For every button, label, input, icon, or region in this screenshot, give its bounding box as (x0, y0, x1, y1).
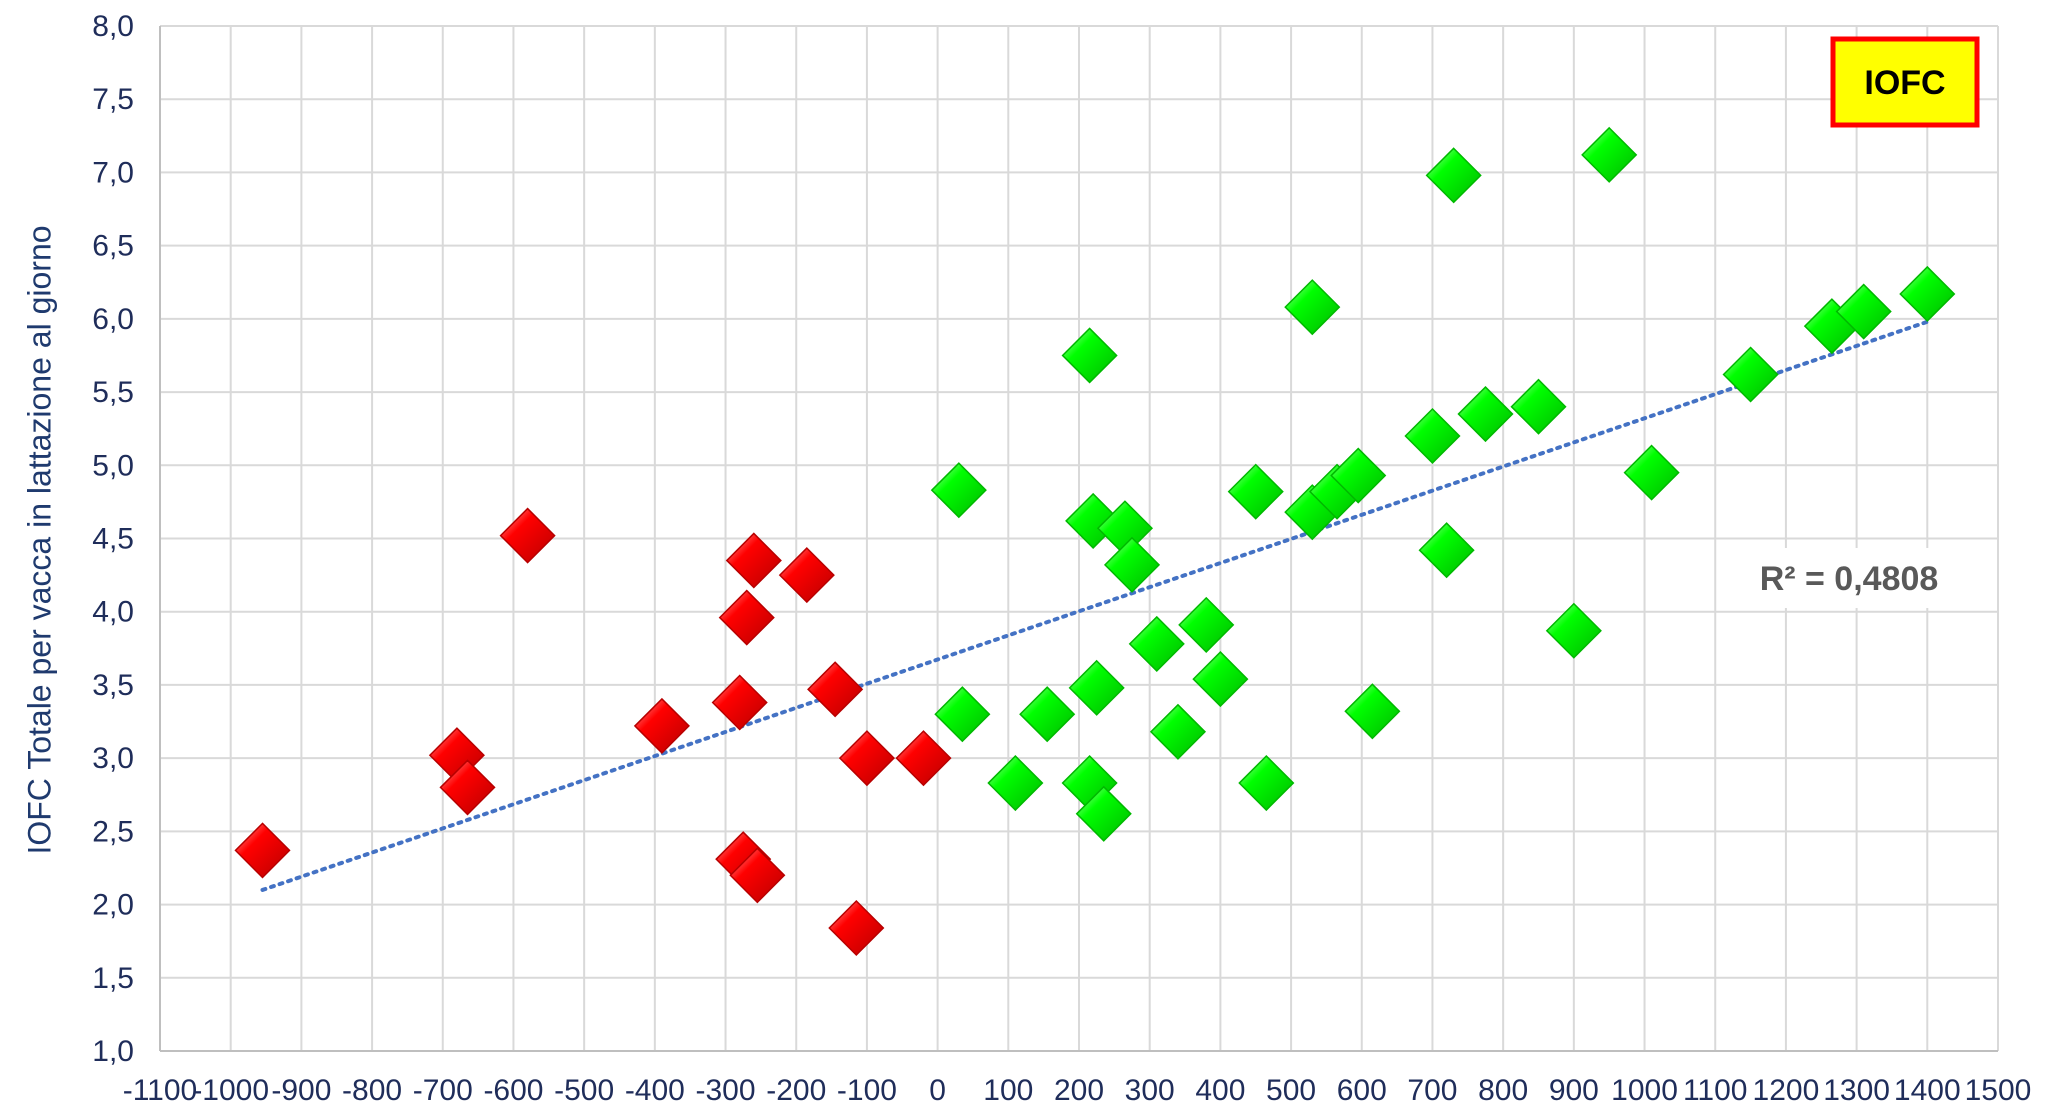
data-point-green (1835, 283, 1892, 340)
data-point-red (729, 847, 786, 904)
data-point-red (234, 822, 291, 879)
y-tick-label: 2,5 (92, 815, 134, 848)
x-tick-label: 1500 (1965, 1074, 2032, 1107)
x-tick-label: -600 (483, 1074, 543, 1107)
x-tick-label: 1400 (1894, 1074, 1961, 1107)
data-point-green (1065, 492, 1122, 549)
x-tick-label: 1100 (1683, 1074, 1748, 1107)
x-tick-label: 500 (1266, 1074, 1316, 1107)
data-point-green (1103, 536, 1161, 593)
data-point-green (1128, 615, 1185, 672)
data-point-red (718, 589, 775, 646)
x-tick-label: -900 (271, 1074, 331, 1107)
trendline-layer (260, 319, 1930, 892)
y-axis-label: IOFC Totale per vacca in lattazione al g… (21, 225, 57, 854)
data-point-red (725, 532, 782, 589)
iofc-badge-box (1830, 36, 1980, 128)
data-point-red (439, 759, 496, 816)
x-tick-label: 1000 (1611, 1074, 1678, 1107)
y-tick-label: 8,0 (92, 10, 134, 43)
y-tick-label: 7,0 (92, 156, 134, 189)
data-point-green (1238, 754, 1295, 812)
x-tick-label: -800 (342, 1074, 402, 1107)
x-tick-label: -1100 (123, 1074, 198, 1107)
grid-lines (160, 25, 1999, 1051)
data-point-red (807, 661, 864, 718)
y-tick-label: 5,0 (92, 449, 134, 482)
x-tick-label: 700 (1407, 1074, 1457, 1107)
data-point-green (1344, 683, 1401, 740)
data-point-green (1899, 265, 1956, 323)
y-tick-label: 6,0 (92, 303, 134, 336)
data-point-green (1330, 447, 1387, 504)
data-point-green (1075, 785, 1132, 842)
data-point-red (895, 730, 952, 787)
y-tick-label: 7,5 (92, 83, 134, 116)
x-tick-label: -100 (837, 1074, 897, 1107)
y-tick-label: 1,5 (92, 962, 134, 995)
x-tick-label: 1200 (1753, 1074, 1820, 1107)
x-tick-label: -200 (766, 1074, 826, 1107)
x-tick-label: -400 (625, 1074, 685, 1107)
data-point-green (1623, 444, 1680, 501)
data-point-green (1149, 703, 1207, 760)
data-point-red (711, 674, 768, 731)
x-tick-label: 0 (929, 1074, 946, 1107)
data-point-red (499, 507, 556, 564)
axes (159, 26, 1998, 1052)
trendline (260, 319, 1930, 892)
y-tick-label: 3,5 (92, 669, 134, 702)
data-point-green (1404, 407, 1461, 465)
data-point-green (1061, 327, 1118, 384)
x-tick-label: 100 (983, 1074, 1033, 1107)
data-point-red (838, 730, 895, 787)
data-point-green (1510, 378, 1567, 435)
data-point-green (1722, 346, 1779, 403)
data-point-green (1019, 686, 1076, 743)
y-tick-label: 6,5 (92, 230, 134, 263)
data-points (234, 126, 1956, 957)
data-point-green (934, 686, 991, 743)
data-point-red (828, 899, 885, 957)
data-point-red (633, 697, 690, 754)
x-tick-label: 400 (1195, 1074, 1245, 1107)
iofc-badge: IOFC (1830, 36, 1980, 128)
data-point-green (1192, 651, 1249, 708)
y-tick-label: 3,0 (92, 742, 134, 775)
x-tick-label: 300 (1125, 1074, 1175, 1107)
data-point-green (1457, 385, 1514, 443)
x-tick-label: -500 (554, 1074, 614, 1107)
r2-label: R² = 0,4808 (1760, 560, 1939, 598)
data-point-green (1068, 659, 1125, 716)
data-point-green (1418, 522, 1475, 579)
x-tick-label: 1300 (1823, 1074, 1890, 1107)
r2-annotation: R² = 0,4808 (1738, 548, 1960, 608)
y-tick-label: 4,5 (92, 523, 134, 556)
data-point-red (778, 547, 835, 604)
data-point-green (930, 462, 987, 519)
x-tick-labels: -1100-1000 -900 -800 -700 -600 -500 -400 -300 -2… (123, 1074, 2032, 1107)
x-tick-label: -300 (696, 1074, 756, 1107)
data-point-green (1545, 602, 1602, 659)
x-tick-label: 900 (1549, 1074, 1599, 1107)
y-tick-label: 4,0 (92, 596, 134, 629)
data-point-green (1581, 126, 1638, 183)
iofc-badge-label: IOFC (1864, 64, 1945, 102)
data-point-green (1425, 147, 1482, 204)
data-point-green (1284, 279, 1341, 336)
y-tick-label: 5,5 (92, 376, 134, 409)
x-tick-label: -700 (413, 1074, 473, 1107)
y-tick-label: 1,0 (92, 1035, 134, 1068)
x-tick-label: 600 (1337, 1074, 1387, 1107)
data-point-green (987, 754, 1044, 812)
y-tick-label: 2,0 (92, 889, 134, 922)
x-tick-label: 200 (1054, 1074, 1104, 1107)
y-tick-labels: 1,0 1,5 2,0 2,5 3,0 3,5 4,0 4,5 5,0 5,5 6,0 6,5 7,0 7… (92, 10, 134, 1068)
x-tick-label: 800 (1478, 1074, 1528, 1107)
data-point-green (1178, 596, 1235, 653)
x-tick-label: -1000 (192, 1074, 269, 1107)
data-point-green (1227, 463, 1284, 520)
